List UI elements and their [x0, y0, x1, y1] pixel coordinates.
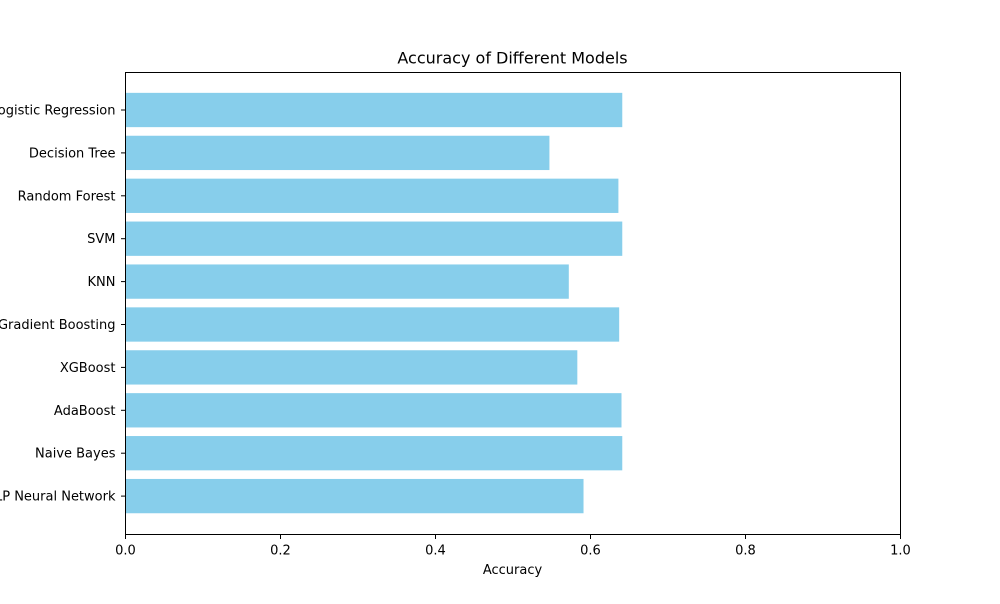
- bars-group: [125, 92, 623, 514]
- y-tick-label: Logistic Regression: [0, 104, 116, 119]
- bar: [125, 92, 623, 128]
- plot-frame: [125, 72, 901, 535]
- y-tick-label: XGBoost: [60, 361, 116, 376]
- y-axis: Logistic Regression Decision Tree Random F…: [0, 104, 126, 505]
- chart-title: Accuracy of Different Models: [397, 49, 627, 68]
- y-tick-label: SVM: [87, 232, 115, 247]
- x-tick-label: 0.6: [580, 544, 601, 559]
- x-tick-label: 0.8: [735, 544, 756, 559]
- bar: [125, 264, 569, 299]
- bar: [125, 221, 623, 256]
- y-tick-label: Gradient Boosting: [0, 318, 116, 333]
- y-tick-label: Random Forest: [18, 189, 116, 204]
- y-tick-label: KNN: [88, 275, 116, 290]
- x-axis-label: Accuracy: [483, 563, 543, 578]
- bar: [125, 436, 623, 471]
- y-tick-label: AdaBoost: [54, 404, 116, 419]
- bar: [125, 135, 550, 171]
- x-tick-label: 0.2: [270, 544, 291, 559]
- bar: [125, 393, 622, 428]
- bar: [125, 178, 619, 213]
- y-tick-label: Naive Bayes: [35, 447, 116, 462]
- x-tick-label: 0.4: [425, 544, 446, 559]
- x-tick-label: 0.0: [115, 544, 136, 559]
- y-tick-label: Decision Tree: [29, 146, 116, 161]
- x-tick-label: 1.0: [890, 544, 911, 559]
- bar: [125, 350, 578, 385]
- y-tick-label: MLP Neural Network: [0, 490, 116, 505]
- x-axis: 0.0 0.2 0.4 0.6 0.8 1.0: [115, 534, 911, 559]
- bar: [125, 307, 620, 342]
- bar: [125, 478, 584, 514]
